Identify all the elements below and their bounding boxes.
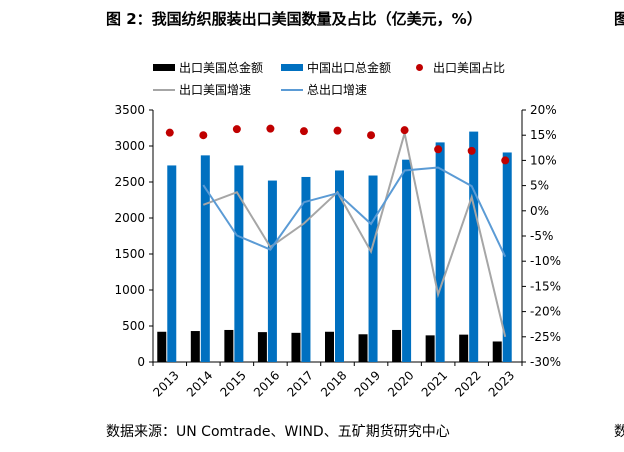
right-axis-tick-label: 0% [530,204,549,218]
left-axis-tick-label: 0 [137,355,145,369]
chart-title: 图 2：我国纺织服装出口美国数量及占比（亿美元，%） [106,10,482,28]
legend-swatch-export-us-growth [153,88,175,91]
right-axis-tick-label: 5% [530,179,549,193]
x-axis-tick-label: 2021 [419,368,450,399]
bar-export-us-amount [291,332,301,362]
legend-item-export-total-amount: 中国出口总金额 [281,59,391,76]
bar-export-total-amount [368,175,378,362]
point-export-us-share [501,156,510,165]
legend-swatch-export-us-amount [153,64,175,71]
bar-export-us-amount [358,334,368,362]
right-axis-tick-label: 15% [530,128,557,142]
bar-export-total-amount [234,165,244,362]
bar-export-us-amount [224,329,234,362]
right-axis-tick-label: -15% [530,279,561,293]
bar-export-us-amount [492,341,502,362]
bar-export-us-amount [257,332,267,362]
point-export-us-share [467,146,476,155]
bar-export-us-amount [392,329,402,362]
right-axis-tick-label: -10% [530,254,561,268]
right-axis-tick-label: -25% [530,330,561,344]
point-export-us-share [266,124,275,133]
legend-item-total-export-growth: 总出口增速 [281,81,367,98]
legend-label-export-total-amount: 中国出口总金额 [307,61,392,75]
legend-label-export-us-growth: 出口美国增速 [179,83,252,97]
left-axis-tick-label: 3500 [114,103,145,117]
point-export-us-share [199,131,208,140]
bar-export-us-amount [325,331,334,362]
legend-label-export-us-share: 出口美国占比 [433,61,506,75]
left-axis-tick-label: 1000 [114,283,145,297]
legend-label-total-export-growth: 总出口增速 [307,83,368,97]
point-export-us-share [400,126,409,135]
next-source-edge: 数 [614,424,624,440]
bar-export-total-amount [301,176,311,362]
x-axis-tick-label: 2015 [217,368,248,399]
point-export-us-share [232,125,241,134]
source-note: 数据来源：UN Comtrade、WIND、五矿期货研究中心 [106,424,450,440]
left-axis-tick-label: 3000 [114,139,145,153]
bar-export-total-amount [167,165,177,362]
bar-export-total-amount [267,180,277,362]
right-axis-tick-label: -30% [530,355,561,369]
x-axis-tick-label: 2018 [318,368,349,399]
left-axis-tick-label: 2500 [114,175,145,189]
x-axis-tick-label: 2020 [385,368,416,399]
bar-export-us-amount [459,334,469,362]
legend-item-export-us-growth: 出口美国增速 [153,81,251,98]
right-axis-tick-label: -5% [530,229,553,243]
point-export-us-share [367,131,376,140]
point-export-us-share [333,126,342,135]
point-export-us-share [165,128,174,137]
left-axis-tick-label: 1500 [114,247,145,261]
bar-export-us-amount [190,331,200,362]
right-axis-tick-label: -20% [530,305,561,319]
legend-swatch-export-us-share [416,64,423,71]
point-export-us-share [434,145,443,154]
x-axis-tick-label: 2023 [486,368,517,399]
right-axis-tick-label: 10% [530,153,557,167]
bar-export-total-amount [200,155,210,362]
legend-item-export-us-amount: 出口美国总金额 [153,59,263,76]
bar-export-total-amount [469,131,479,362]
line-export-us-growth [202,132,507,338]
right-axis-tick-label: 20% [530,103,557,117]
bar-export-total-amount [435,142,445,362]
bar-export-us-amount [157,331,167,362]
legend-swatch-export-total-amount [281,64,303,71]
x-axis-tick-label: 2022 [452,368,483,399]
point-export-us-share [299,127,308,136]
line-total-export-growth [202,166,507,258]
x-axis-tick-label: 2016 [251,368,282,399]
x-axis-tick-label: 2013 [150,368,181,399]
x-axis-tick-label: 2017 [285,368,316,399]
bar-export-total-amount [402,159,412,362]
legend-item-export-us-share: 出口美国占比 [414,59,505,76]
legend-swatch-total-export-growth [281,88,303,91]
bar-export-total-amount [502,152,512,362]
x-axis-tick-label: 2019 [352,368,383,399]
bar-export-us-amount [425,335,435,362]
next-chart-title-edge: 图 [614,10,624,28]
left-axis-tick-label: 500 [122,319,145,333]
bar-export-total-amount [335,170,344,362]
x-axis-tick-label: 2014 [184,368,215,399]
left-axis-tick-label: 2000 [114,211,145,225]
legend-label-export-us-amount: 出口美国总金额 [179,61,264,75]
